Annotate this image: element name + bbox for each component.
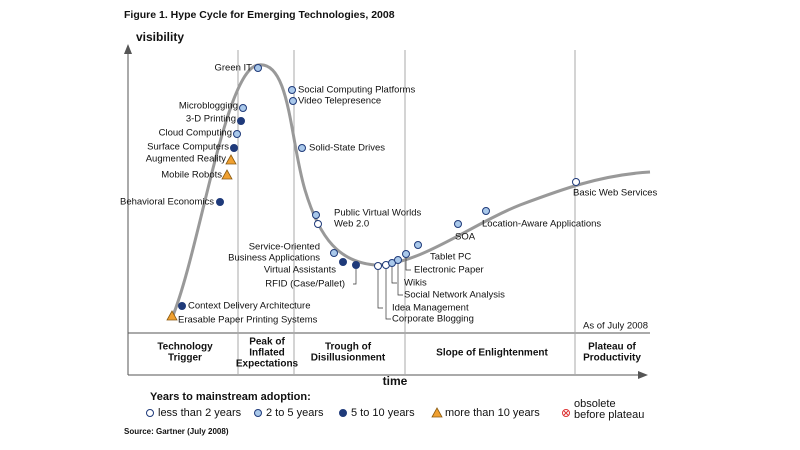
- label: Trough of: [325, 342, 372, 353]
- marker: [402, 250, 410, 258]
- leader: [377, 270, 383, 309]
- label: Public Virtual Worlds: [334, 208, 422, 219]
- label: Green IT: [215, 63, 253, 74]
- marker: [289, 97, 297, 105]
- label: Corporate Blogging: [392, 314, 474, 325]
- label: RFID (Case/Pallet): [265, 279, 345, 290]
- label: Expectations: [236, 359, 299, 370]
- x-axis-label: time: [383, 374, 408, 388]
- marker: [482, 207, 490, 215]
- marker: [339, 258, 347, 266]
- label: Video Telepresence: [298, 96, 381, 107]
- label: SOA: [455, 232, 476, 243]
- marker: [352, 261, 360, 269]
- marker: [288, 86, 296, 94]
- marker: [178, 302, 186, 310]
- label: Microblogging: [179, 101, 238, 112]
- label: Web 2.0: [334, 219, 369, 230]
- label: Productivity: [583, 353, 641, 364]
- legend-title: Years to mainstream adoption:: [150, 391, 311, 403]
- label: Location-Aware Applications: [482, 219, 601, 230]
- title: Figure 1. Hype Cycle for Emerging Techno…: [124, 9, 395, 21]
- label: 3-D Printing: [186, 114, 236, 125]
- label: more than 10 years: [445, 407, 540, 419]
- marker: [233, 130, 241, 138]
- as-of: As of July 2008: [583, 321, 648, 332]
- label: Social Computing Platforms: [298, 85, 415, 96]
- source: Source: Gartner (July 2008): [124, 427, 229, 436]
- label: Electronic Paper: [414, 265, 484, 276]
- marker: [314, 220, 322, 228]
- label: Slope of Enlightenment: [436, 348, 548, 359]
- marker: [239, 104, 247, 112]
- label: Inflated: [249, 348, 285, 359]
- label: Virtual Assistants: [264, 265, 336, 276]
- label: 5 to 10 years: [351, 407, 415, 419]
- label: 2 to 5 years: [266, 407, 324, 419]
- label: Social Network Analysis: [404, 290, 505, 301]
- marker: [330, 249, 338, 257]
- x-arrow: [638, 371, 648, 379]
- label: Basic Web Services: [573, 188, 658, 199]
- y-arrow: [124, 44, 132, 54]
- marker: [454, 220, 462, 228]
- label: Augmented Reality: [146, 154, 227, 165]
- marker: [312, 211, 320, 219]
- marker: [254, 64, 262, 72]
- label: Business Applications: [228, 253, 320, 264]
- label: Behavioral Economics: [120, 197, 214, 208]
- marker: [572, 178, 580, 186]
- leader: [391, 267, 397, 284]
- leader: [405, 258, 411, 271]
- label: Tablet PC: [430, 252, 471, 263]
- label: before plateau: [574, 409, 644, 421]
- label: Mobile Robots: [161, 170, 222, 181]
- marker: [298, 144, 306, 152]
- leader: [397, 264, 403, 296]
- label: Wikis: [404, 278, 427, 289]
- label: obsolete: [574, 398, 616, 410]
- marker: [146, 409, 154, 417]
- marker-cross: [563, 410, 569, 416]
- label: Erasable Paper Printing Systems: [178, 315, 318, 326]
- label: Disillusionment: [311, 353, 386, 364]
- marker: [166, 310, 178, 321]
- marker: [394, 256, 402, 264]
- label: Technology: [157, 342, 213, 353]
- label: Trigger: [168, 353, 202, 364]
- marker: [230, 144, 238, 152]
- y-axis-label: visibility: [136, 30, 184, 44]
- label: Context Delivery Architecture: [188, 301, 311, 312]
- label: Plateau of: [588, 342, 636, 353]
- label: Surface Computers: [147, 142, 229, 153]
- label: less than 2 years: [158, 407, 242, 419]
- label: Idea Management: [392, 303, 469, 314]
- leader: [385, 269, 391, 320]
- marker: [374, 262, 382, 270]
- marker: [221, 169, 233, 180]
- marker: [237, 117, 245, 125]
- label: Solid-State Drives: [309, 143, 385, 154]
- leader: [353, 269, 357, 285]
- marker: [339, 409, 347, 417]
- marker: [414, 241, 422, 249]
- label: Service-Oriented: [249, 242, 320, 253]
- label: Cloud Computing: [159, 128, 232, 139]
- label: Peak of: [249, 337, 285, 348]
- marker: [216, 198, 224, 206]
- marker: [254, 409, 262, 417]
- marker: [431, 407, 443, 418]
- marker: [225, 154, 237, 165]
